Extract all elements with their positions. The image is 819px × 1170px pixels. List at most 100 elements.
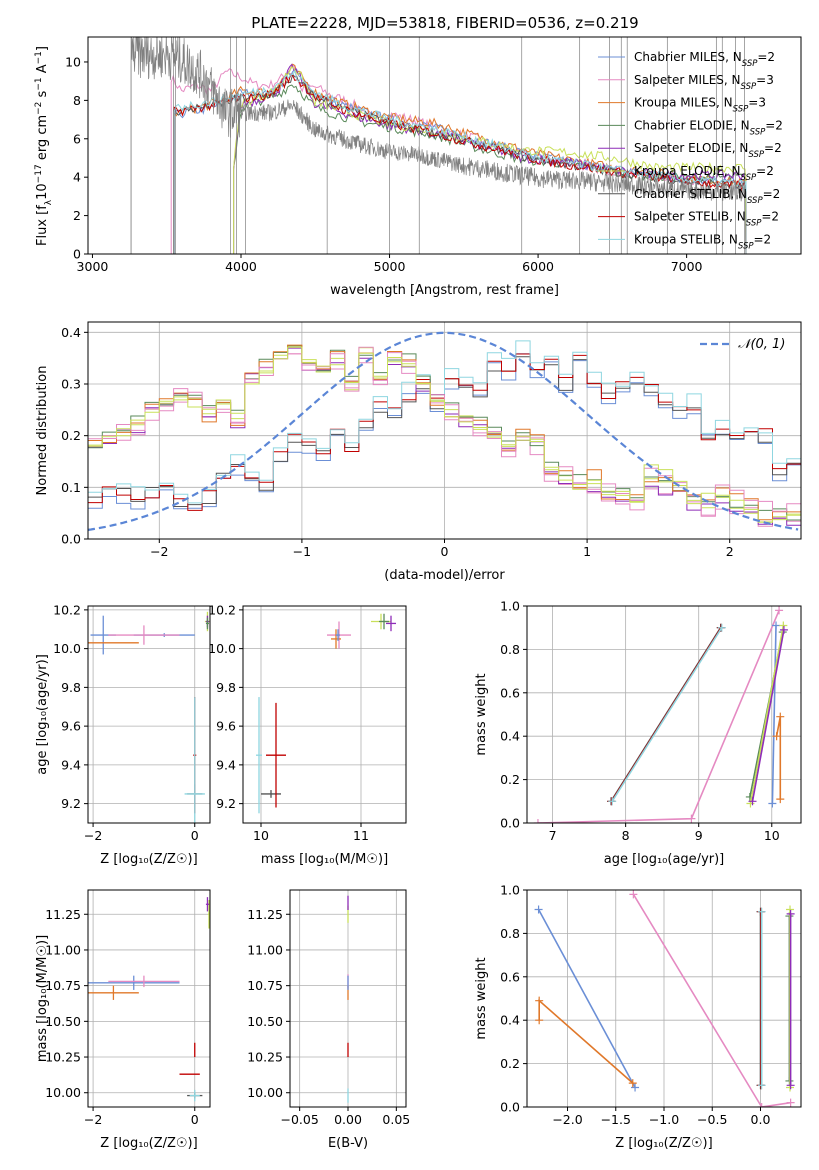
model-spectrum-line xyxy=(233,63,747,254)
axes-border xyxy=(87,889,211,1108)
axes-frame: 10 11 9.2 9.4 9.6 9.8 10.0 10.2 mass [log₁₀(M/M☉… xyxy=(208,602,407,867)
plot-area xyxy=(256,613,396,814)
weight-marker xyxy=(533,819,542,823)
y-tick-label: 9.6 xyxy=(61,719,81,734)
x-tick-label: 7000 xyxy=(671,259,703,274)
legend-subscript: SSP xyxy=(748,150,764,160)
y-tick-label: 0.4 xyxy=(500,1013,520,1028)
x-tick-label: 0 xyxy=(191,1112,199,1127)
y-tick-label: 9.4 xyxy=(61,757,81,772)
weight-marker xyxy=(776,712,785,721)
y-axis-label-part: 10 xyxy=(35,183,50,200)
legend: 𝒩(0, 1) xyxy=(700,337,785,352)
x-tick-label: −1.0 xyxy=(649,1112,679,1127)
y-axis-label-part: −17 xyxy=(34,164,44,183)
x-tick-label: −2.0 xyxy=(552,1112,582,1127)
x-tick-label: 8 xyxy=(622,828,630,843)
y-tick-label: 0.6 xyxy=(500,685,520,700)
legend-label: Kroupa STELIB, NSSP=2 xyxy=(634,232,771,251)
weight-marker xyxy=(629,890,638,899)
y-axis-label-part: A xyxy=(35,64,50,77)
panel-mass-vs-Z: −2 0 10.00 10.25 10.50 10.75 11.00 11.25 Z [log₁… xyxy=(35,889,211,1151)
x-tick-label: 0 xyxy=(441,544,449,559)
weight-line xyxy=(611,627,723,802)
y-tick-label: 9.8 xyxy=(61,680,81,695)
y-tick-label: 0.2 xyxy=(500,1056,520,1071)
y-tick-label: 10.00 xyxy=(45,1085,81,1100)
weight-marker xyxy=(786,1098,795,1107)
y-tick-label: 0.0 xyxy=(500,1100,520,1115)
y-tick-label: 4 xyxy=(73,170,81,185)
y-tick-label: 10.2 xyxy=(53,602,81,617)
y-axis-label: mass [log₁₀(M/M☉)] xyxy=(35,935,50,1062)
legend-text: Chabrier ELODIE, N xyxy=(634,118,750,132)
legend-value: =2 xyxy=(761,210,779,224)
weight-marker xyxy=(687,814,696,823)
y-tick-label: 10.50 xyxy=(45,1014,81,1029)
weight-marker xyxy=(779,625,788,634)
weight-line xyxy=(538,998,634,1084)
model-spectrum-line xyxy=(173,73,747,254)
y-tick-label: 11.00 xyxy=(45,942,81,957)
y-tick-label: 0.3 xyxy=(61,377,81,392)
y-tick-label: 9.6 xyxy=(216,719,236,734)
plot-area xyxy=(534,890,795,1107)
y-tick-label: 2 xyxy=(73,208,81,223)
weight-marker xyxy=(535,1016,544,1025)
weight-marker xyxy=(768,799,777,808)
y-tick-label: 0.0 xyxy=(500,816,520,831)
x-tick-label: −1.5 xyxy=(601,1112,631,1127)
x-tick-label: 9 xyxy=(695,828,703,843)
weight-line xyxy=(751,629,785,802)
weight-marker xyxy=(775,606,784,615)
y-tick-label: 8 xyxy=(73,93,81,108)
legend-label: Kroupa ELODIE, NSSP=2 xyxy=(634,164,774,183)
normal-curve xyxy=(88,331,799,531)
x-tick-label: −2 xyxy=(84,828,102,843)
y-tick-label: 10.50 xyxy=(247,1014,283,1029)
legend-value: =2 xyxy=(757,50,775,64)
y-axis-label: Flux [fλ10−17 erg cm−2 s−1 A−1] xyxy=(34,46,54,246)
y-tick-label: 10.25 xyxy=(247,1050,283,1065)
weight-marker xyxy=(757,1081,766,1090)
y-tick-label: 9.2 xyxy=(216,796,236,811)
x-tick-label: −0.5 xyxy=(697,1112,727,1127)
legend-subscript: SSP xyxy=(738,241,754,251)
x-tick-label: 5000 xyxy=(374,259,406,274)
weight-marker xyxy=(772,732,781,741)
y-tick-label: 11.25 xyxy=(247,907,283,922)
legend-text: Kroupa ELODIE, N xyxy=(634,164,741,178)
x-axis-label: mass [log₁₀(M/M☉)] xyxy=(261,852,388,867)
y-tick-label: 11.25 xyxy=(45,907,81,922)
weight-marker xyxy=(628,1079,637,1088)
panel-residuals: −2 −1 0 1 2 0.0 0.1 0.2 0.3 0.4 (data-model)/error… xyxy=(35,321,802,583)
data-spectrum-line xyxy=(130,37,747,254)
weight-line xyxy=(632,893,791,1107)
x-tick-label: 3000 xyxy=(77,259,109,274)
legend-value: =2 xyxy=(763,187,781,201)
y-tick-label: 0 xyxy=(73,247,81,262)
y-tick-label: 1.0 xyxy=(500,599,520,614)
legend-label: Salpeter ELODIE, NSSP=2 xyxy=(634,141,782,160)
x-tick-label: −2 xyxy=(84,1112,102,1127)
weight-marker xyxy=(748,797,757,806)
y-axis-label-part: s xyxy=(35,90,50,101)
x-tick-label: 0.05 xyxy=(382,1112,410,1127)
y-tick-label: 9.4 xyxy=(216,757,236,772)
legend-value: =2 xyxy=(765,118,783,132)
x-axis-label: Z [log₁₀(Z/Z☉)] xyxy=(100,1136,197,1151)
y-tick-label: 0.8 xyxy=(500,642,520,657)
axes-frame: −2 0 9.2 9.4 9.6 9.8 10.0 10.2 Z [log₁₀(Z/Z☉)] ag… xyxy=(35,602,211,867)
weight-marker xyxy=(534,905,543,914)
axes-border xyxy=(87,605,211,824)
axes-frame: −2 0 10.00 10.25 10.50 10.75 11.00 11.25 Z [log₁… xyxy=(35,889,211,1151)
y-axis-label: mass weight xyxy=(474,957,489,1039)
legend-label: Salpeter MILES, NSSP=3 xyxy=(634,73,774,92)
plot-area xyxy=(88,897,210,1102)
plot-area xyxy=(130,37,747,254)
axes-border xyxy=(526,605,802,824)
x-tick-label: −0.05 xyxy=(281,1112,319,1127)
x-axis-label: (data-model)/error xyxy=(384,568,505,583)
panel-age-vs-mass: 10 11 9.2 9.4 9.6 9.8 10.0 10.2 mass [log₁₀(M/M☉… xyxy=(208,602,407,867)
x-tick-label: 2 xyxy=(726,544,734,559)
